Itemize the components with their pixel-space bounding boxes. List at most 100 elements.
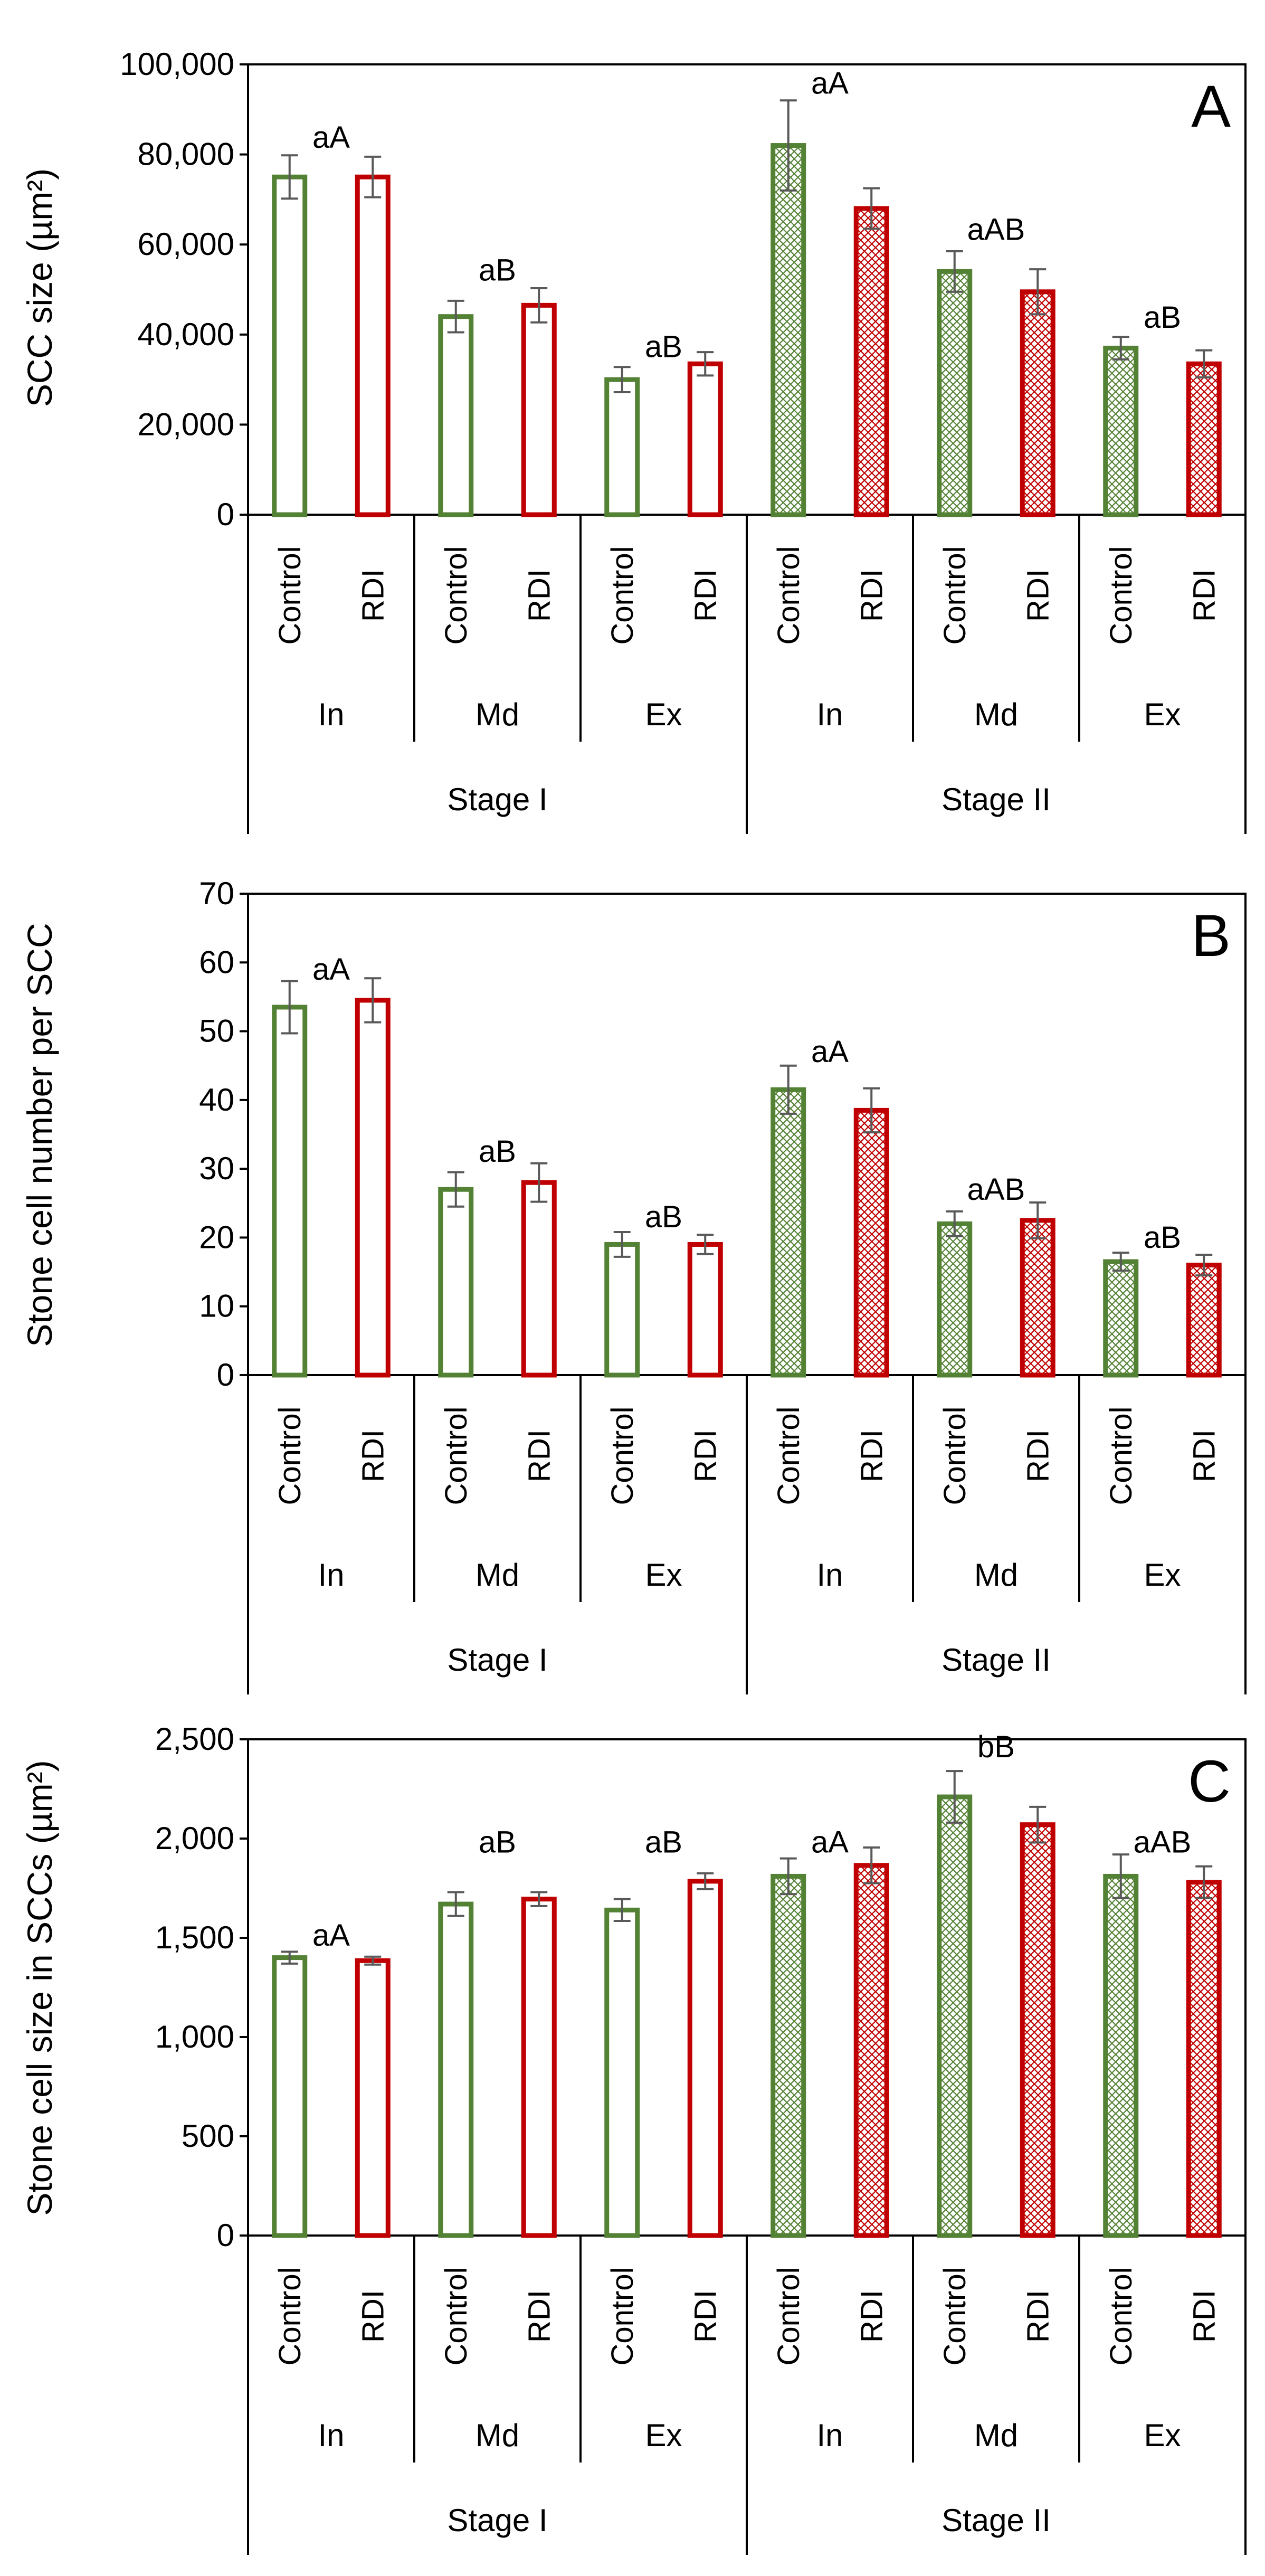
position-label: Md [974,2418,1018,2453]
category-label: Control [772,2267,806,2366]
chart-panel-a: 0 20,000 40,000 60,000 80,000 100,000 SCC size… [20,46,1247,834]
category-label: Control [605,546,640,645]
bar-rdi [355,998,391,1378]
stage-label: Stage I [447,1642,547,1678]
y-tick-label: 0 [217,1357,234,1393]
error-bar [447,1171,464,1208]
significance-label: aB [479,253,516,287]
significance-label: bB [977,1730,1015,1764]
y-tick-label: 2,500 [155,1721,234,1757]
panel-label: A [1191,73,1231,139]
category-label: RDI [356,2290,390,2343]
bar-rdi [521,1897,557,2238]
error-bar [1112,1252,1129,1272]
error-bar [281,980,298,1035]
position-label: Md [475,697,519,732]
plot-frame [247,893,1247,1376]
position-label: In [318,697,344,732]
y-tick-label: 1,000 [155,2019,234,2054]
bar-rdi [687,1242,723,1378]
category-label: Control [439,1407,473,1505]
bar-control [272,1955,308,2238]
error-bar [1195,349,1213,378]
y-tick-label: 70 [199,876,234,911]
category-label: RDI [1187,1429,1221,1482]
bar-control [1103,1873,1139,2238]
stage-label: Stage I [447,2503,547,2538]
position-label: Ex [1144,697,1181,732]
error-bar [946,1770,963,1824]
error-bar [613,1231,631,1258]
significance-label: aAB [1134,1825,1192,1859]
bar-control [272,1005,308,1378]
position-label: Ex [1144,1557,1181,1593]
category-label: RDI [1021,569,1055,622]
position-label: In [816,2418,843,2453]
bar-control [1103,1259,1139,1378]
category-label: Control [605,1407,640,1505]
error-bar [863,187,880,230]
error-bar [697,351,714,377]
position-label: Md [475,2418,519,2453]
error-bar [613,366,631,393]
bar-control [438,1901,474,2238]
bar-control [604,377,640,517]
error-bar [1195,1254,1213,1277]
category-label: RDI [854,569,889,622]
bar-control [937,269,973,517]
bar-control [771,143,806,517]
y-tick-label: 2,000 [155,1821,234,1856]
panel-label: B [1191,903,1231,969]
stage-label: Stage II [941,782,1051,817]
error-bar [364,1955,382,1966]
y-tick-label: 10 [199,1289,234,1324]
category-label: Control [938,2267,972,2366]
position-label: Md [475,1557,519,1593]
significance-label: aB [645,1200,682,1234]
bar-rdi [853,206,889,517]
bar-control [1103,345,1139,517]
significance-label: aAB [967,213,1025,247]
y-tick-label: 80,000 [137,137,234,172]
y-tick-label: 0 [217,497,234,532]
error-bar [1112,1853,1129,1899]
error-bar [863,1846,880,1884]
category-label: RDI [1021,2290,1055,2343]
bar-rdi [355,174,391,517]
stage-label: Stage II [941,2503,1051,2538]
error-bar [1029,1201,1047,1239]
error-bar [613,1898,631,1922]
plot-frame [247,63,1247,516]
y-tick-label: 40,000 [137,317,234,352]
position-label: In [318,2418,344,2453]
error-bar [779,1857,797,1896]
category-label: RDI [356,1429,390,1482]
significance-label: aA [811,1825,849,1859]
bar-rdi [853,1107,889,1378]
bar-control [937,1794,973,2238]
category-label: Control [439,546,473,645]
stage-label: Stage I [447,782,547,817]
bar-control [771,1873,806,2238]
bar-control [272,174,308,517]
category-label: Control [772,546,806,645]
bar-rdi [1020,289,1055,517]
bar-rdi [687,1879,723,2238]
y-tick-label: 500 [182,2118,234,2154]
category-label: RDI [688,1429,722,1482]
bar-control [604,1242,640,1378]
error-bar [779,1064,797,1115]
bar-rdi [521,302,557,517]
category-label: RDI [1021,1429,1055,1482]
category-label: RDI [688,2290,722,2343]
bar-rdi [1186,1880,1222,2238]
error-bar [281,1950,298,1965]
bar-rdi [1186,361,1222,517]
position-label: Ex [645,1557,682,1593]
stage-label: Stage II [941,1642,1051,1678]
position-label: Ex [1144,2418,1181,2453]
error-bar [863,1087,880,1134]
error-bar [779,99,797,192]
bar-control [937,1221,973,1378]
y-tick-label: 40 [199,1082,234,1117]
